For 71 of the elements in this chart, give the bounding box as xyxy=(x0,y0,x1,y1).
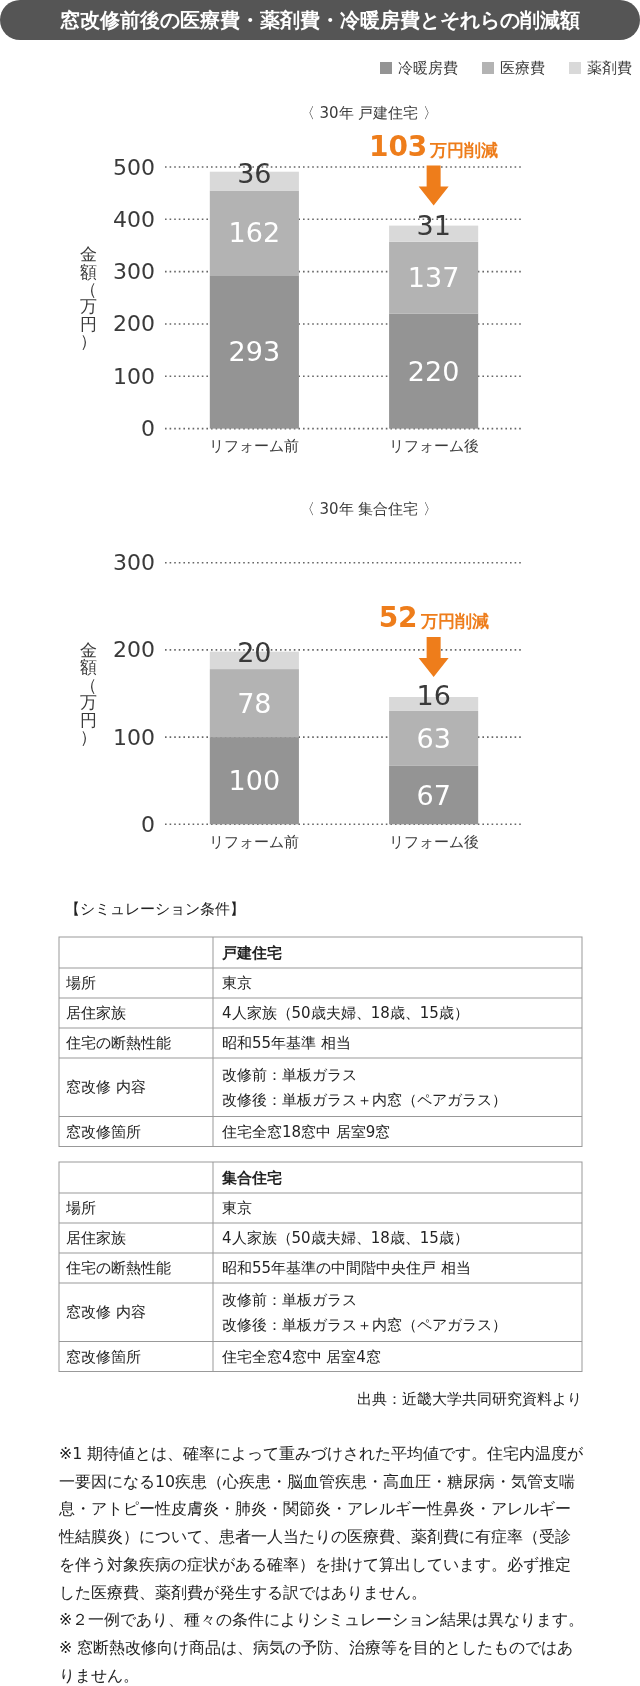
text: 昭和55年基準 相当 xyxy=(222,1034,351,1052)
text: 改修後：単板ガラス＋内窓（ペアガラス） xyxy=(222,1090,507,1109)
x-tick-label: リフォーム後 xyxy=(388,832,479,851)
data-label: 16 xyxy=(416,680,451,712)
bar xyxy=(209,669,299,738)
text: 改修後：単板ガラス＋内窓（ペアガラス） xyxy=(222,1315,507,1334)
chart-subtitle: 〈 30年 集合住宅 〉 xyxy=(299,499,439,518)
text: 【シミュレーション条件】 xyxy=(65,900,245,918)
y-tick-label: 400 xyxy=(113,206,155,232)
y-tick-label: 200 xyxy=(113,637,155,663)
x-tick-label: リフォーム前 xyxy=(209,437,300,456)
category-label: 窓改修箇所 xyxy=(66,1347,141,1366)
category-label: 場所 xyxy=(66,1199,96,1217)
data-label: 162 xyxy=(228,217,281,249)
x-tick-label: リフォーム後 xyxy=(388,437,479,456)
y-axis-title: 金額（万円） xyxy=(79,244,97,352)
data-label: 293 xyxy=(228,336,281,368)
text: ※２一例であり、種々の条件によりシミュレーション結果は異なります。 xyxy=(59,1609,585,1629)
bar xyxy=(209,737,299,825)
legend-label: 薬剤費 xyxy=(587,59,632,77)
category-label: 戸建住宅 xyxy=(221,943,282,962)
category-label: 住宅の断熱性能 xyxy=(66,1259,171,1277)
y-tick-label: 100 xyxy=(113,363,155,389)
text: 改修前：単板ガラス xyxy=(222,1066,357,1084)
data-label: 67 xyxy=(416,779,451,811)
data-label: 220 xyxy=(407,355,460,387)
bar xyxy=(209,190,299,276)
bar xyxy=(389,313,479,429)
chart-title: 窓改修前後の医療費・薬剤費・冷暖房費とそれらの削減額 xyxy=(60,8,580,32)
data-label: 31 xyxy=(416,210,451,242)
y-tick-label: 0 xyxy=(141,416,155,442)
data-label: 20 xyxy=(237,636,272,668)
text: 東京 xyxy=(222,1199,252,1217)
y-tick-label: 0 xyxy=(141,811,155,837)
text: 改修前：単板ガラス xyxy=(222,1291,357,1309)
x-tick-label: リフォーム前 xyxy=(209,832,300,851)
bar xyxy=(209,275,299,429)
category-label: 住宅の断熱性能 xyxy=(66,1034,171,1052)
data-label: 100 xyxy=(228,765,281,797)
text: 東京 xyxy=(222,974,252,992)
category-label: 窓改修 内容 xyxy=(66,1303,146,1322)
y-tick-label: 300 xyxy=(113,259,155,285)
text: ※ 窓断熱改修向け商品は、病気の予防、治療等を目的としたものではありません。 xyxy=(59,1637,574,1685)
text: ※1 期待値とは、確率によって重みづけされた平均値です。住宅内温度が一要因になる10疾患（心疾患・脳血管疾患・高血圧・糖尿病・気管支喘息・アトピー性皮膚炎・肺炎・関節炎・アレルギー性鼻炎・アレルギー性結膜炎）について、患者一人当たりの医療費、薬剤費に有症率（受診を伴う対象疾病の症状がある確率）を掛けて算出しています。必ず推定した医療費、薬剤費が発生する訳ではありません。 xyxy=(58,1443,585,1601)
y-tick-label: 500 xyxy=(113,154,155,180)
category-label: 居住家族 xyxy=(66,1004,126,1022)
text: 住宅全窓18窓中 居室9窓 xyxy=(222,1122,391,1141)
y-tick-label: 200 xyxy=(113,311,155,337)
y-axis-title: 金額（万円） xyxy=(79,640,97,747)
data-label: 78 xyxy=(237,687,272,719)
bar xyxy=(389,710,479,766)
bar xyxy=(389,765,479,825)
category-label: 窓改修 内容 xyxy=(66,1078,146,1097)
text: 4人家族（50歳夫婦、18歳、15歳） xyxy=(222,1229,469,1247)
y-tick-label: 300 xyxy=(113,550,155,576)
bar xyxy=(389,241,479,314)
text: 住宅全窓4窓中 居室4窓 xyxy=(222,1347,381,1366)
data-label: 63 xyxy=(416,722,451,754)
y-tick-label: 100 xyxy=(113,724,155,750)
text: 昭和55年基準の中間階中央住戸 相当 xyxy=(222,1259,471,1277)
category-label: 居住家族 xyxy=(66,1229,126,1247)
data-label: 137 xyxy=(407,262,460,294)
legend-label: 冷暖房費 xyxy=(398,59,458,77)
category-label: 場所 xyxy=(66,974,96,992)
source-note: 出典：近畿大学共同研究資料より xyxy=(357,1390,582,1408)
category-label: 窓改修箇所 xyxy=(66,1122,141,1141)
text: 4人家族（50歳夫婦、18歳、15歳） xyxy=(222,1004,469,1022)
legend-label: 医療費 xyxy=(500,59,545,77)
data-label: 36 xyxy=(237,157,272,189)
category-label: 集合住宅 xyxy=(221,1168,282,1187)
chart-subtitle: 〈 30年 戸建住宅 〉 xyxy=(299,104,439,122)
